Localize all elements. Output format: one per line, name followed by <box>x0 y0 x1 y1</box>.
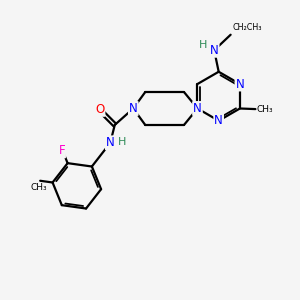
Text: CH₃: CH₃ <box>30 183 47 192</box>
Text: N: N <box>236 77 244 91</box>
Text: N: N <box>214 114 223 127</box>
Text: CH₂CH₃: CH₂CH₃ <box>232 23 262 32</box>
Text: CH₃: CH₃ <box>256 105 273 114</box>
Text: H: H <box>199 40 207 50</box>
Text: N: N <box>106 136 115 149</box>
Text: F: F <box>58 144 65 158</box>
Text: H: H <box>117 137 126 147</box>
Text: N: N <box>193 102 202 115</box>
Text: N: N <box>210 44 219 57</box>
Text: O: O <box>95 103 104 116</box>
Text: N: N <box>129 102 138 115</box>
